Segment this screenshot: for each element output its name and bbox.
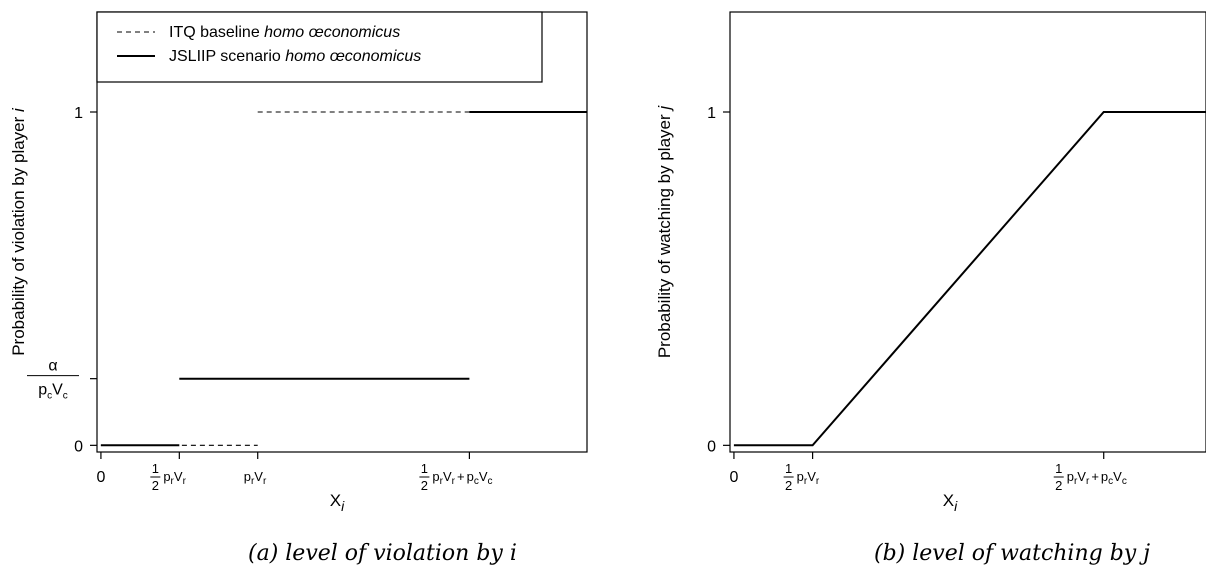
- plot-frame: [729, 11, 1206, 453]
- half-numerator: 1: [1055, 461, 1062, 476]
- chart-b: 0 1 0 1 2 prVr 1 2 prVr + pcVc Xi Probability of wat…: [655, 11, 1206, 566]
- tick-expression: prVr + pcVc: [1067, 469, 1127, 487]
- y-tick-label-denominator: pcVc: [38, 382, 68, 402]
- legend: ITQ baseline homo œconomicus JSLIIP scena…: [96, 11, 543, 83]
- half-numerator: 1: [152, 461, 159, 476]
- half-denominator: 2: [785, 478, 792, 493]
- tick-expression: prVr: [163, 469, 186, 487]
- y-tick-label-numerator: α: [48, 358, 57, 375]
- tick-expression: prVr: [244, 469, 267, 487]
- x-axis-label: Xi: [943, 491, 958, 514]
- y-tick-label: 1: [74, 105, 83, 122]
- half-denominator: 2: [1055, 478, 1062, 493]
- y-tick-label: 0: [74, 438, 83, 455]
- half-denominator: 2: [421, 478, 428, 493]
- y-axis-label: Probability of violation by player i: [9, 107, 28, 356]
- figure-caption: (a) level of violation by i: [248, 541, 517, 566]
- half-numerator: 1: [421, 461, 428, 476]
- x-tick-label-half_pr: 1 2 prVr: [150, 461, 187, 493]
- x-tick-label-half_pr_pc: 1 2 prVr + pcVc: [419, 461, 492, 493]
- tick-expression: prVr + pcVc: [432, 469, 492, 487]
- figure-caption: (b) level of watching by j: [874, 541, 1150, 566]
- y-tick-label: 1: [707, 105, 716, 122]
- half-denominator: 2: [152, 478, 159, 493]
- x-tick-label-pr: prVr: [244, 469, 267, 487]
- tick-expression: prVr: [797, 469, 820, 487]
- series-jsliip-segment-0: [733, 111, 1206, 447]
- legend-box: [96, 11, 543, 83]
- x-tick-label: 0: [729, 469, 738, 486]
- x-axis-label: Xi: [330, 491, 345, 514]
- x-tick-label-half_pr_pc: 1 2 prVr + pcVc: [1053, 461, 1127, 493]
- y-tick-label: 0: [707, 438, 716, 455]
- y-axis-label: Probability of watching by player j: [655, 105, 674, 359]
- legend-entry-label: ITQ baseline homo œconomicus: [169, 24, 400, 41]
- half-numerator: 1: [785, 461, 792, 476]
- x-tick-label: 0: [96, 469, 105, 486]
- legend-entry-label: JSLIIP scenario homo œconomicus: [169, 48, 421, 65]
- chart-a: 0 α pcVc 1 0 1 2 prVr prVr 1 2 prVr + pcVc Xi Probabili…: [9, 11, 588, 566]
- x-tick-label-half_pr: 1 2 prVr: [783, 461, 820, 493]
